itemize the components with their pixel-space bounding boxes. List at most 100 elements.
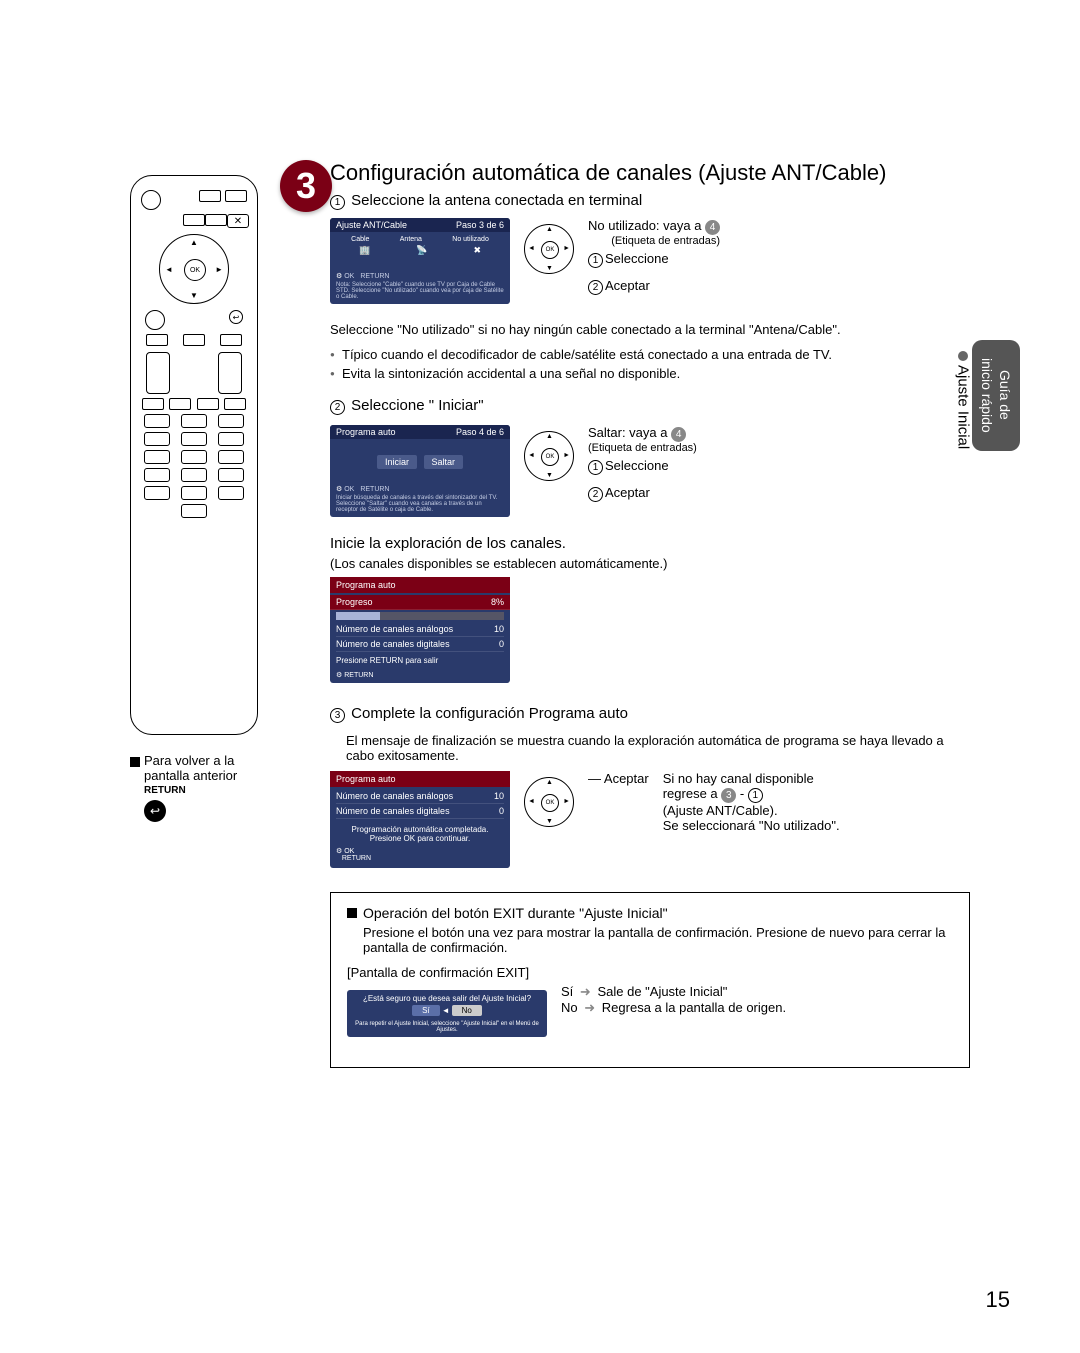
osd3-return: RETURN: [344, 672, 373, 679]
side-dot-icon: [958, 351, 968, 361]
right3-l1: Si no hay canal disponible: [663, 771, 840, 786]
osd1-opt-cable: Cable: [351, 236, 369, 243]
osd1-step: Paso 3 de 6: [456, 220, 504, 230]
osd1-title: Ajuste ANT/Cable: [336, 220, 407, 230]
osd2-title: Programa auto: [336, 427, 396, 437]
nouse-paren: (Etiqueta de entradas): [588, 235, 720, 247]
acc-label-2: Aceptar: [605, 485, 650, 500]
osd3-exit-msg: Presione RETURN para salir: [336, 652, 504, 669]
bullet-list-1: Típico cuando el decodificador de cable/…: [330, 347, 970, 381]
nouse-label: No utilizado: vaya a: [588, 218, 701, 233]
osd4-digital-lbl: Número de canales digitales: [336, 806, 450, 816]
osd-programa-auto: Programa autoPaso 4 de 6 Iniciar Saltar …: [330, 425, 510, 517]
return-note: Para volver a la pantalla anterior RETUR…: [130, 753, 280, 822]
osd1-return: RETURN: [360, 273, 389, 280]
osd-scan-progress: Programa auto Progreso 8% Número de cana…: [330, 577, 510, 683]
exit-osd-arrow: ◄: [442, 1006, 450, 1015]
side-tab-plain: Ajuste Inicial: [955, 365, 972, 449]
osd1-opt-antena: Antena: [400, 236, 422, 243]
osd2-saltar: Saltar: [424, 455, 464, 469]
accept-label: Aceptar: [604, 771, 649, 786]
osd-ant-cable: Ajuste ANT/Cable Paso 3 de 6 Cable Antena…: [330, 218, 510, 304]
osd3-digital-val: 0: [499, 639, 504, 649]
substep-3-num: 3: [330, 708, 345, 723]
osd4-title: Programa auto: [330, 771, 510, 787]
sel-num-2: 1: [588, 460, 603, 475]
side-tab-l1: Guía de: [997, 370, 1013, 420]
right3-l4: Se seleccionará "No utilizado".: [663, 818, 840, 833]
dpad-icon: ▲▼◄► OK: [524, 224, 574, 274]
right3-l2a: regrese a: [663, 786, 722, 801]
osd2-ok: OK: [344, 486, 354, 493]
exit-osd-q: ¿Está seguro que desea salir del Ajuste …: [351, 994, 543, 1003]
exit-r1a: Sí: [561, 984, 573, 999]
osd4-msg2: Presione OK para continuar.: [336, 834, 504, 843]
osd3-progreso-val: 8%: [491, 597, 504, 607]
return-line1: Para volver a la: [144, 753, 234, 768]
sel-num: 1: [588, 253, 603, 268]
substep-3-text: Complete la configuración Programa auto: [351, 705, 628, 722]
osd1-ok: OK: [344, 273, 354, 280]
osd2-footer-note: Iniciar búsqueda de canales a través del…: [336, 495, 504, 513]
bullet-1: Típico cuando el decodificador de cable/…: [330, 347, 970, 362]
osd1-footer-note: Nota: Seleccione "Cable" cuando use TV p…: [336, 282, 504, 300]
step-3-badge: 3: [280, 160, 332, 212]
osd3-analog-val: 10: [494, 624, 504, 634]
exit-h2: [Pantalla de confirmación EXIT]: [347, 965, 953, 980]
skip-badge: 4: [671, 427, 686, 442]
exit-panel: Operación del botón EXIT durante "Ajuste…: [330, 892, 970, 1068]
substep-1-num: 1: [330, 195, 345, 210]
osd3-analog-lbl: Número de canales análogos: [336, 624, 453, 634]
side-tab-l2: inicio rápido: [979, 358, 995, 433]
osd4-digital-val: 0: [499, 806, 504, 816]
para-nouse: Seleccione "No utilizado" si no hay ning…: [330, 322, 970, 337]
osd1-opt-nouse: No utilizado: [452, 236, 489, 243]
exit-p: Presione el botón una vez para mostrar l…: [347, 925, 953, 955]
exit-h: Operación del botón EXIT durante "Ajuste…: [363, 905, 668, 921]
substep-2: 2 Seleccione " Iniciar": [330, 397, 970, 415]
return-line2: pantalla anterior: [130, 768, 280, 783]
acc-num-2: 2: [588, 487, 603, 502]
osd4-return: RETURN: [342, 855, 371, 862]
sel-label: Seleccione: [605, 251, 669, 266]
exit-heading: Operación del botón EXIT durante "Ajuste…: [347, 905, 953, 921]
exit-r1b: Sale de "Ajuste Inicial": [597, 984, 727, 999]
osd2-iniciar: Iniciar: [377, 455, 417, 469]
dpad-icon-3: ▲▼◄► OK: [524, 777, 574, 827]
osd3-title: Programa auto: [330, 577, 510, 593]
exit-osd-no: No: [452, 1005, 482, 1016]
acc-label: Aceptar: [605, 278, 650, 293]
page-heading: Configuración automática de canales (Aju…: [330, 160, 970, 186]
exit-r2b: Regresa a la pantalla de origen.: [602, 1000, 786, 1015]
page-number: 15: [986, 1287, 1010, 1313]
return-label: RETURN: [130, 785, 280, 796]
exit-osd: ¿Está seguro que desea salir del Ajuste …: [347, 990, 547, 1037]
osd2-step: Paso 4 de 6: [456, 427, 504, 437]
osd4-analog-lbl: Número de canales análogos: [336, 791, 453, 801]
noutilizado-line: No utilizado: vaya a 4: [588, 218, 720, 235]
scan-heading: Inicie la exploración de los canales.: [330, 535, 970, 552]
osd3-digital-lbl: Número de canales digitales: [336, 639, 450, 649]
right3-circ: 1: [748, 788, 763, 803]
right3-dash: -: [736, 786, 748, 801]
skip-paren: (Etiqueta de entradas): [588, 442, 697, 454]
substep-2-text: Seleccione " Iniciar": [351, 397, 483, 414]
right3-badge: 3: [721, 788, 736, 803]
exit-osd-yes: Sí: [412, 1005, 440, 1016]
acc-num: 2: [588, 280, 603, 295]
substep-2-num: 2: [330, 400, 345, 415]
bullet-2: Evita la sintonización accidental a una …: [330, 366, 970, 381]
return-icon: ↩: [144, 800, 166, 822]
saltar-line: Saltar: vaya a 4: [588, 425, 697, 442]
side-tab: Guía de inicio rápido Ajuste Inicial: [955, 340, 1020, 461]
skip-label: Saltar: vaya a: [588, 425, 668, 440]
nouse-badge: 4: [705, 220, 720, 235]
osd4-ok: OK: [344, 848, 354, 855]
substep-3: 3 Complete la configuración Programa aut…: [330, 705, 970, 723]
osd4-msg1: Programación automática completada.: [336, 825, 504, 834]
sel-label-2: Seleccione: [605, 458, 669, 473]
substep-1: 1 Seleccione la antena conectada en term…: [330, 192, 970, 210]
osd4-analog-val: 10: [494, 791, 504, 801]
osd2-return: RETURN: [360, 486, 389, 493]
osd-complete: Programa auto Número de canales análogos…: [330, 771, 510, 868]
